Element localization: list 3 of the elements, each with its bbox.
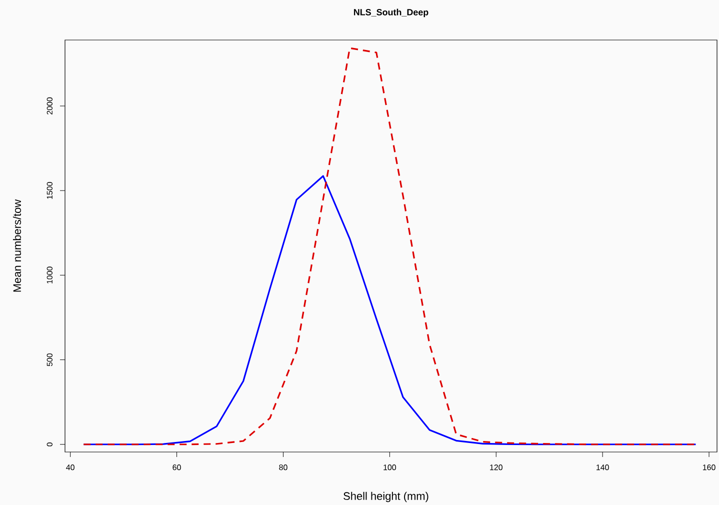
y-axis-title: Mean numbers/tow <box>12 199 22 292</box>
x-axis-title: Shell height (mm) <box>344 492 428 502</box>
chart-title: NLS_South_Deep <box>354 8 428 17</box>
